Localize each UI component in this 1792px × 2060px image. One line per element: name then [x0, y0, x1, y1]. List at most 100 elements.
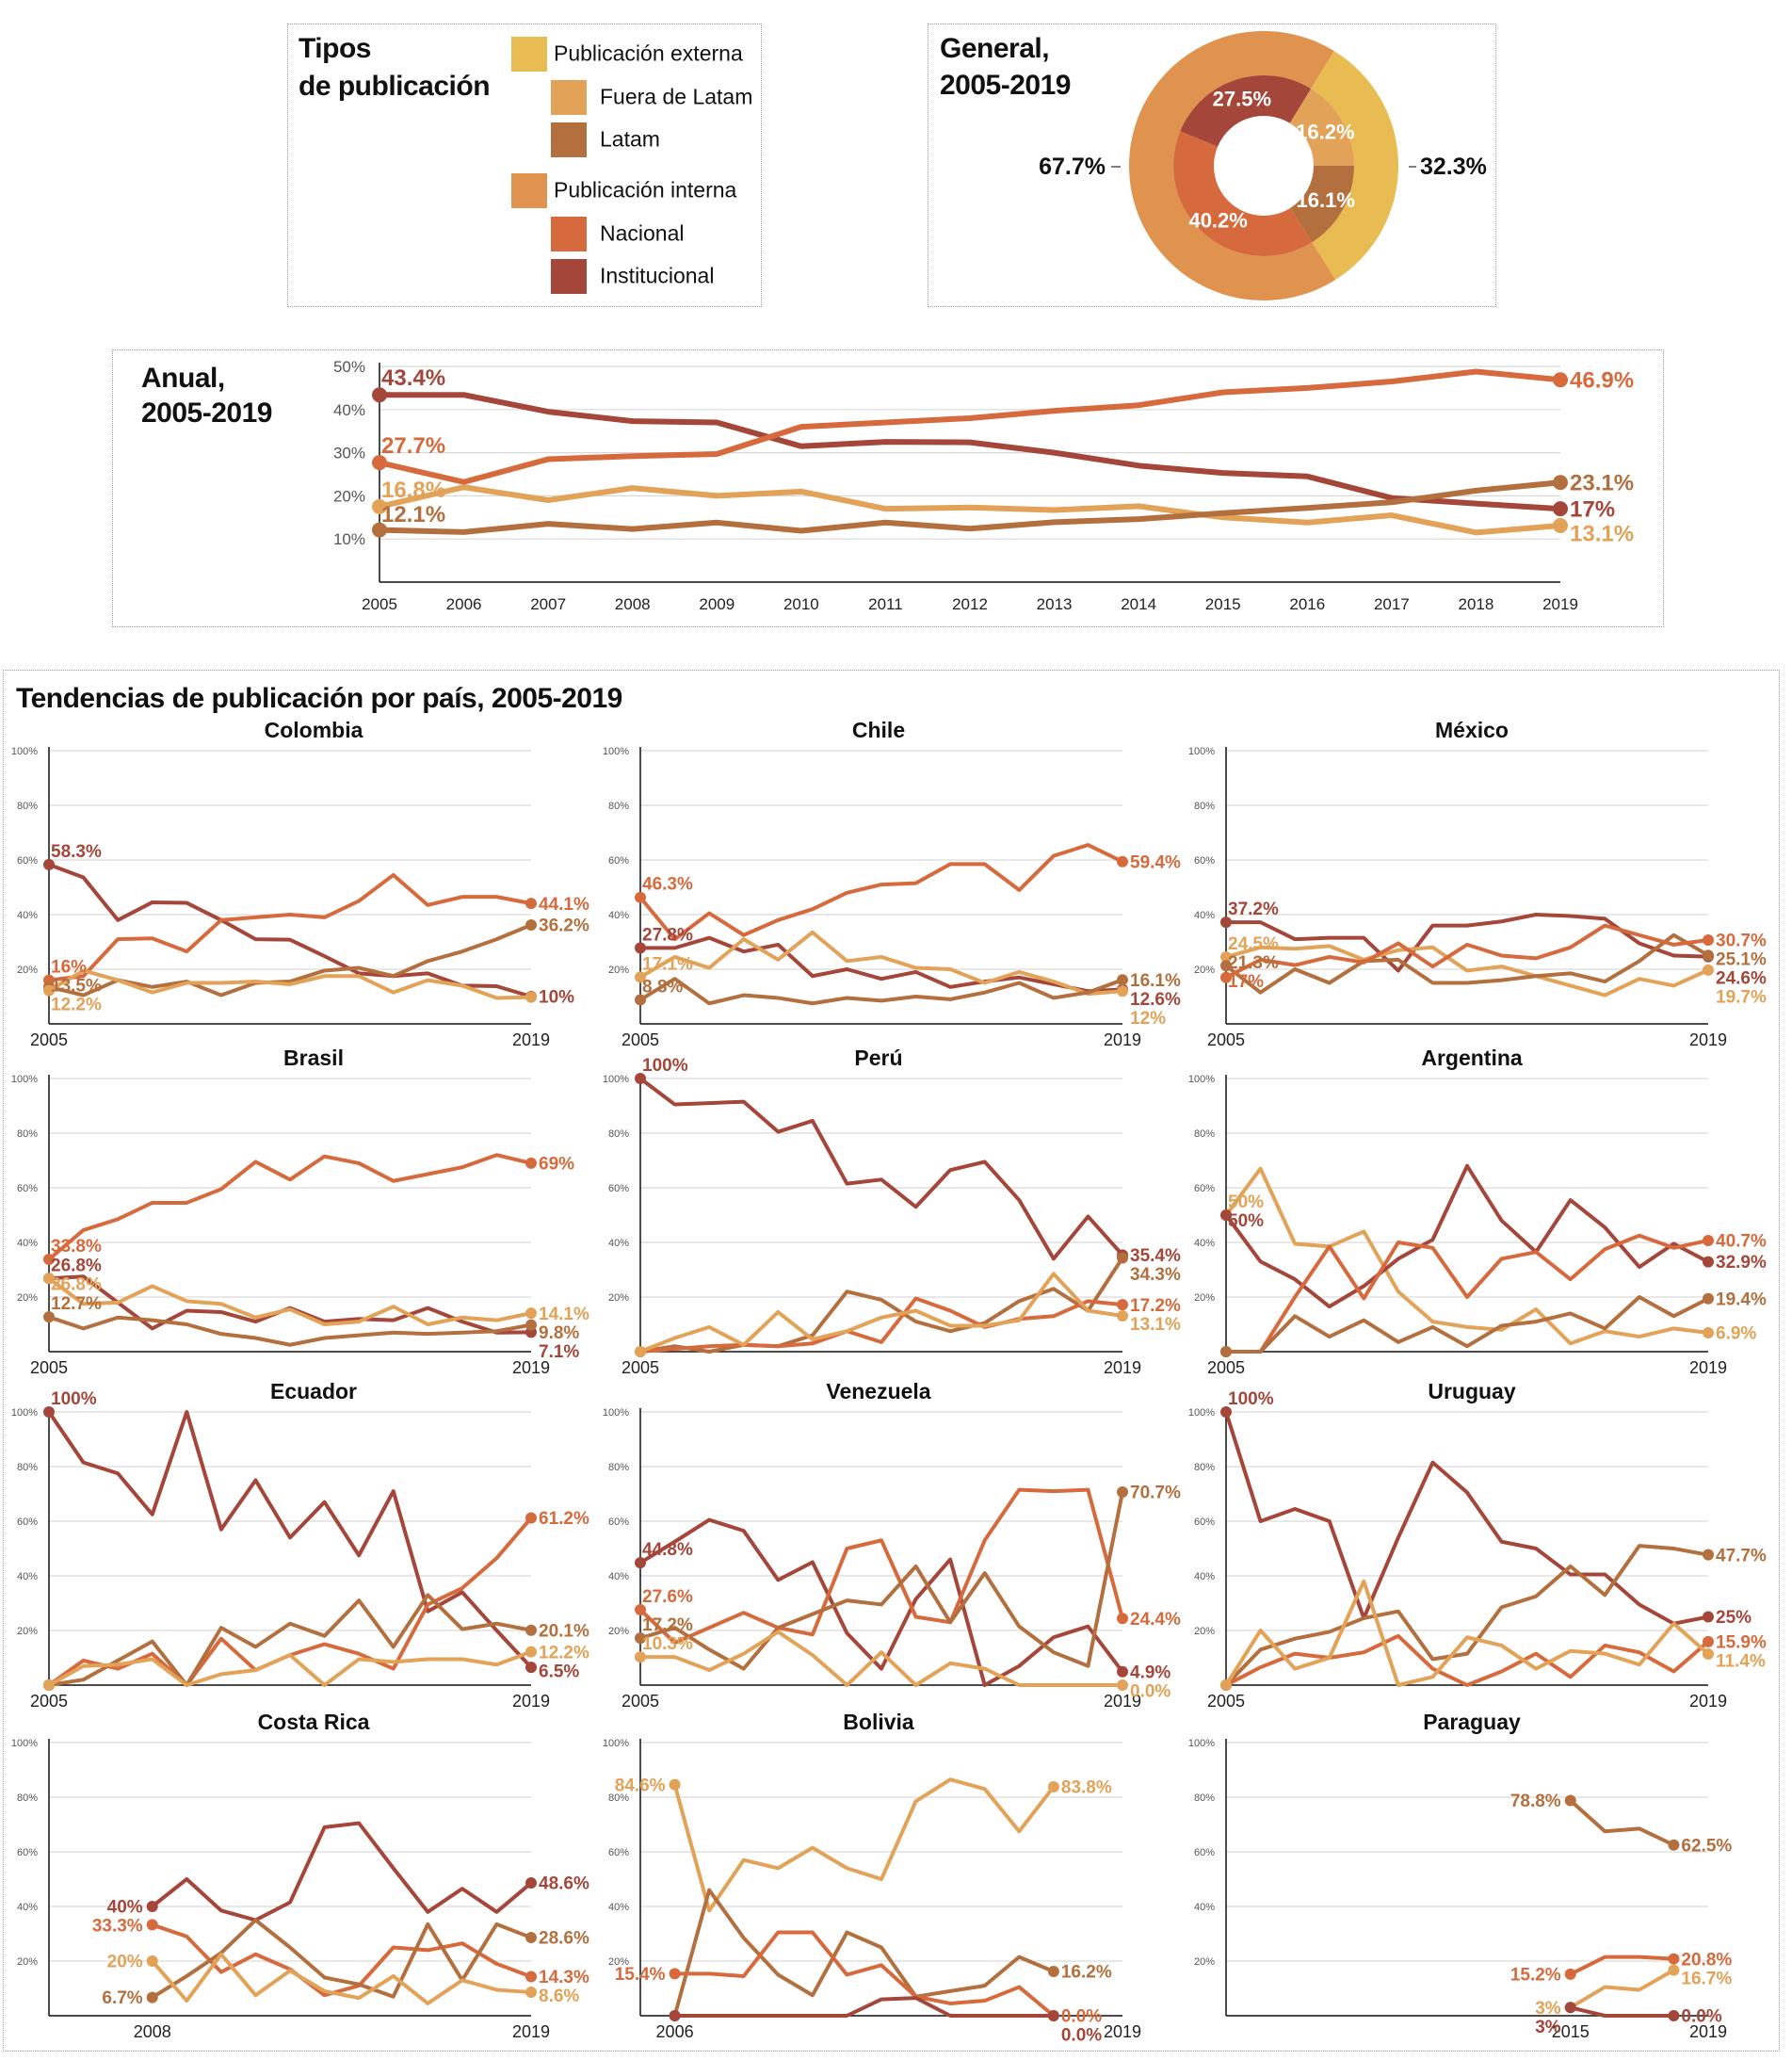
- annual-x-tick-label: 2019: [1542, 595, 1578, 613]
- annual-x-tick-label: 2017: [1374, 595, 1410, 613]
- general-panel: [928, 24, 1496, 307]
- country-argentina-marker-institucional: [1220, 1209, 1232, 1221]
- annual-series-nacional: [377, 368, 1563, 485]
- country-brasil-end-label: 9.8%: [539, 1323, 579, 1343]
- country-chile-marker-latam: [635, 994, 646, 1006]
- country-bolivia-series-fuera: [672, 1777, 1056, 1913]
- country-title: Venezuela: [826, 1379, 930, 1403]
- country-ecuador-y-tick-label: 80%: [17, 1462, 38, 1473]
- country-uruguay-y-tick-label: 20%: [1194, 1626, 1215, 1637]
- country-uruguay-marker-latam: [1703, 1549, 1714, 1561]
- annual-marker-institucional: [372, 387, 387, 403]
- country-brasil-marker-fuera: [43, 1273, 55, 1285]
- country-brasil-series-institucional: [47, 1274, 533, 1335]
- country-title: Paraguay: [1423, 1710, 1521, 1734]
- country-per-series-latam: [638, 1256, 1124, 1354]
- general-title-line1: General,: [940, 33, 1050, 64]
- country-colombia-series-nacional: [47, 872, 533, 982]
- country-paraguay-end-label: 16.7%: [1681, 1969, 1732, 1988]
- country-per-marker-fuera: [635, 1346, 646, 1357]
- country-mxico-y-tick-label: 100%: [1188, 746, 1215, 757]
- country-brasil-start-label: 26.8%: [51, 1274, 102, 1294]
- country-mxico-marker-latam: [1703, 949, 1714, 962]
- country-costarica-start-label: 6.7%: [102, 1988, 142, 2008]
- annual-x-tick-label: 2008: [615, 595, 651, 613]
- country-chile-marker-fuera: [635, 971, 646, 983]
- country-colombia-y-tick-label: 40%: [17, 910, 38, 921]
- country-uruguay-marker-institucional: [1220, 1406, 1232, 1418]
- country-paraguay-y-tick-label: 20%: [1194, 1956, 1215, 1968]
- country-bolivia-start-label: 84.6%: [615, 1776, 666, 1795]
- country-bolivia-marker-institucional: [669, 2010, 681, 2021]
- country-bolivia-end-label: 0.0%: [1061, 2026, 1102, 2046]
- country-ecuador-y-tick-label: 100%: [11, 1407, 38, 1419]
- donut-inner-slice-institucional: [1180, 75, 1312, 147]
- country-bolivia-series-latam: [672, 1888, 1056, 2018]
- country-colombia-marker-nacional: [525, 898, 537, 910]
- country-chile-y-tick-label: 60%: [608, 855, 629, 867]
- annual-marker-latam: [1553, 475, 1568, 491]
- country-uruguay-marker-fuera: [1220, 1679, 1232, 1691]
- country-per-marker-nacional: [1117, 1299, 1128, 1311]
- country-bolivia-series-nacional: [672, 1930, 1056, 2018]
- country-argentina-start-label: 50%: [1228, 1192, 1264, 1212]
- country-ecuador-marker-fuera: [525, 1646, 537, 1658]
- country-argentina-y-tick-label: 40%: [1194, 1238, 1215, 1249]
- country-ecuador-x-tick-label: 2005: [30, 1692, 68, 1711]
- legend-label-latam: Latam: [600, 126, 660, 152]
- donut-inner-label: 16.2%: [1296, 120, 1354, 143]
- country-ecuador-marker-latam: [525, 1624, 537, 1636]
- legend-panel: [287, 24, 762, 307]
- annual-x-tick-label: 2011: [868, 595, 903, 613]
- country-costarica-series-nacional: [150, 1922, 533, 1998]
- country-uruguay-y-tick-label: 60%: [1194, 1517, 1215, 1528]
- country-ecuador-marker-fuera: [43, 1679, 55, 1691]
- country-argentina-marker-latam: [1703, 1292, 1714, 1305]
- country-uruguay-y-tick-label: 40%: [1194, 1571, 1215, 1582]
- country-venezuela-x-tick-label: 2019: [1104, 1692, 1141, 1711]
- country-venezuela-end-label: 24.4%: [1130, 1610, 1181, 1630]
- country-colombia-start-label: 12.2%: [51, 996, 102, 1015]
- country-venezuela-marker-nacional: [635, 1603, 646, 1615]
- country-costarica-series-fuera: [150, 1952, 533, 2005]
- legend-label-interna: Publicación interna: [554, 177, 737, 203]
- country-per-end-label: 17.2%: [1130, 1296, 1181, 1316]
- country-mxico-y-tick-label: 40%: [1194, 910, 1215, 921]
- country-paraguay-series-fuera: [1568, 1968, 1676, 2010]
- country-colombia-start-label: 13.5%: [51, 977, 102, 997]
- country-uruguay-end-label: 47.7%: [1716, 1546, 1767, 1565]
- country-ecuador-y-tick-label: 20%: [17, 1626, 38, 1637]
- country-per-marker-fuera: [1117, 1310, 1128, 1322]
- country-chile-marker-nacional: [1117, 855, 1128, 868]
- country-bolivia-series-institucional: [672, 1996, 1056, 2018]
- country-venezuela-marker-fuera: [635, 1651, 646, 1663]
- country-colombia-marker-fuera: [43, 984, 55, 997]
- country-uruguay-x-tick-label: 2005: [1207, 1692, 1245, 1711]
- country-venezuela-y-tick-label: 60%: [608, 1517, 629, 1528]
- country-ecuador-series-latam: [47, 1593, 533, 1687]
- country-title: Bolivia: [843, 1710, 914, 1734]
- country-mxico-end-label: 19.7%: [1716, 988, 1767, 1008]
- country-paraguay-marker-nacional: [1564, 1968, 1576, 1980]
- country-venezuela-marker-latam: [1117, 1485, 1128, 1498]
- country-argentina-series-latam: [1224, 1295, 1710, 1354]
- country-costarica-marker-fuera: [146, 1955, 158, 1967]
- country-costarica-marker-latam: [146, 1991, 158, 2003]
- legend-swatch-nacional: [551, 217, 587, 251]
- country-venezuela-y-tick-label: 20%: [608, 1626, 629, 1637]
- country-costarica-end-label: 14.3%: [539, 1968, 589, 1987]
- country-paraguay-marker-latam: [1668, 1839, 1680, 1851]
- legend-swatch-externa: [511, 37, 547, 72]
- annual-marker-fuera: [1553, 518, 1568, 534]
- country-mxico-marker-nacional: [1703, 933, 1714, 946]
- country-bolivia-end-label: 83.8%: [1061, 1778, 1112, 1798]
- annual-title-line2: 2005-2019: [141, 397, 272, 429]
- annual-x-tick-label: 2006: [446, 595, 482, 613]
- country-chile-marker-fuera: [1117, 985, 1128, 998]
- country-mxico-marker-nacional: [1220, 971, 1232, 983]
- country-argentina-marker-latam: [1220, 1346, 1232, 1357]
- country-paraguay-series-institucional: [1568, 2005, 1676, 2018]
- annual-series-fuera: [377, 484, 1563, 536]
- country-title: Perú: [854, 1046, 902, 1070]
- annual-x-tick-label: 2007: [530, 595, 566, 613]
